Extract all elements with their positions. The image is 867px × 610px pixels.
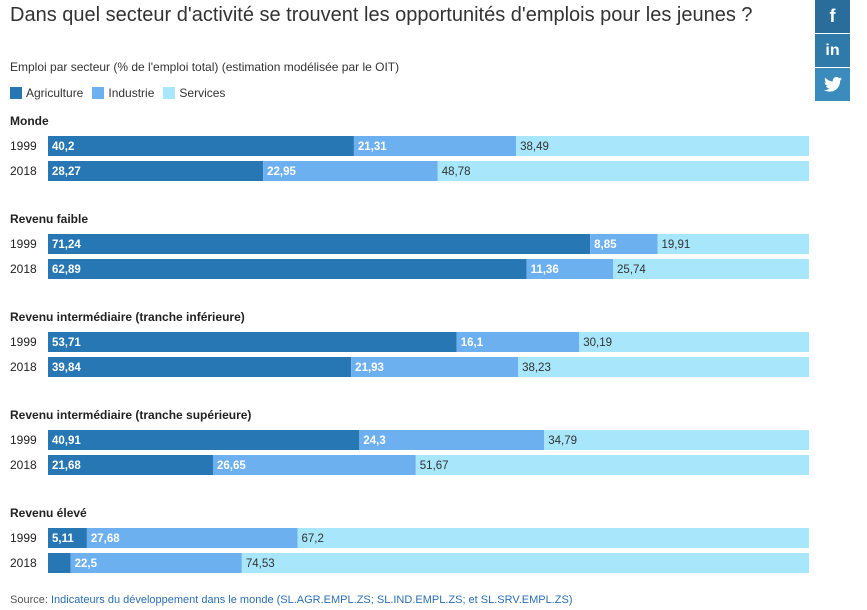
bar-segment-industrie	[526, 259, 614, 279]
data-label: 62,89	[52, 264, 81, 276]
group-label: Revenu intermédiaire (tranche supérieure…	[10, 408, 251, 422]
legend-label-agriculture: Agriculture	[26, 86, 84, 100]
data-label: 40,91	[52, 435, 81, 447]
year-label: 1999	[10, 433, 37, 447]
data-label: 24,3	[363, 435, 385, 447]
bar-segment-agriculture	[48, 234, 591, 254]
data-label: 34,79	[548, 435, 577, 447]
bar-segment-agriculture	[48, 357, 352, 377]
data-label: 21,68	[52, 460, 81, 472]
bar-segment-industrie	[353, 136, 517, 156]
data-label: 16,1	[461, 337, 484, 349]
data-label: 30,19	[583, 337, 612, 349]
bar-segment-services	[579, 332, 809, 352]
year-label: 2018	[10, 458, 37, 472]
source-prefix: Source:	[10, 594, 51, 606]
legend-swatch-agriculture	[10, 87, 22, 99]
bar-segment-services	[544, 430, 809, 450]
data-label: 21,93	[355, 362, 384, 374]
twitter-share-button[interactable]	[815, 68, 850, 101]
data-label: 22,5	[75, 558, 98, 570]
year-label: 1999	[10, 531, 37, 545]
bar-segment-agriculture	[48, 528, 87, 548]
chart-title: Dans quel secteur d'activité se trouvent…	[10, 4, 753, 26]
bar-segment-agriculture	[48, 553, 71, 573]
data-label: 39,84	[52, 362, 81, 374]
data-label: 51,67	[420, 460, 449, 472]
data-label: 5,11	[52, 533, 74, 545]
bar-segment-agriculture	[48, 161, 264, 181]
bar-segment-services	[657, 234, 809, 254]
year-label: 2018	[10, 556, 37, 570]
legend-item-services[interactable]: Services	[163, 86, 225, 100]
legend-label-industrie: Industrie	[108, 86, 155, 100]
data-label: 40,2	[52, 141, 74, 153]
data-label: 74,53	[246, 558, 275, 570]
facebook-share-button[interactable]: f	[815, 0, 850, 33]
bar-segment-agriculture	[48, 455, 213, 475]
bar-segment-industrie	[359, 430, 545, 450]
data-label: 38,23	[522, 362, 551, 374]
data-label: 67,2	[302, 533, 324, 545]
source-note: Source: Indicateurs du développement dan…	[10, 594, 573, 606]
data-label: 8,85	[594, 239, 617, 251]
year-label: 1999	[10, 237, 37, 251]
data-label: 71,24	[52, 239, 81, 251]
year-label: 1999	[10, 335, 37, 349]
bar-segment-services	[437, 161, 809, 181]
legend-swatch-services	[163, 87, 176, 99]
bar-segment-services	[241, 553, 809, 573]
year-label: 2018	[10, 360, 37, 374]
bar-segment-industrie	[351, 357, 519, 377]
legend: Agriculture Industrie Services	[10, 86, 234, 100]
bar-segment-industrie	[590, 234, 658, 254]
data-label: 19,91	[661, 239, 690, 251]
twitter-icon	[823, 77, 842, 92]
bar-segment-services	[613, 259, 809, 279]
bar-segment-services	[518, 357, 809, 377]
bar-segment-industrie	[70, 553, 242, 573]
data-label: 27,68	[91, 533, 120, 545]
group-label: Monde	[10, 114, 49, 128]
bar-segment-agriculture	[48, 430, 360, 450]
chart-subtitle: Emploi par secteur (% de l'emploi total)…	[10, 60, 400, 74]
data-label: 48,78	[442, 166, 471, 178]
bar-segment-services	[415, 455, 809, 475]
group-label: Revenu élevé	[10, 506, 87, 520]
bar-segment-industrie	[212, 455, 416, 475]
year-label: 2018	[10, 164, 37, 178]
bar-segment-agriculture	[48, 136, 354, 156]
legend-item-agriculture[interactable]: Agriculture	[10, 86, 83, 100]
bar-segment-industrie	[86, 528, 298, 548]
data-label: 25,74	[617, 264, 646, 276]
data-label: 22,95	[267, 166, 296, 178]
year-label: 1999	[10, 139, 37, 153]
stacked-bar-chart: Monde 1999 40,2 21,31 38,49 2018 28,27 22,95 48,…	[10, 114, 809, 573]
social-share-bar: f in	[815, 0, 850, 102]
data-label: 11,36	[531, 264, 559, 276]
linkedin-icon: in	[825, 41, 840, 59]
data-label: 26,65	[217, 460, 246, 472]
linkedin-share-button[interactable]: in	[815, 34, 850, 67]
group-label: Revenu intermédiaire (tranche inférieure…	[10, 310, 245, 324]
year-label: 2018	[10, 262, 37, 276]
bar-segment-industrie	[456, 332, 580, 352]
group-label: Revenu faible	[10, 212, 88, 226]
legend-label-services: Services	[179, 86, 226, 100]
legend-item-industrie[interactable]: Industrie	[92, 86, 154, 100]
data-label: 53,71	[52, 337, 81, 349]
data-label: 21,31	[358, 141, 387, 153]
bar-segment-agriculture	[48, 332, 457, 352]
legend-swatch-industrie	[92, 87, 105, 99]
bar-segment-agriculture	[48, 259, 527, 279]
bar-segment-services	[297, 528, 809, 548]
data-label: 28,27	[52, 166, 81, 178]
data-label: 38,49	[520, 141, 549, 153]
source-link[interactable]: Indicateurs du développement dans le mon…	[50, 594, 573, 606]
bar-segment-industrie	[263, 161, 438, 181]
bar-segment-services	[516, 136, 809, 156]
facebook-icon: f	[829, 6, 836, 26]
